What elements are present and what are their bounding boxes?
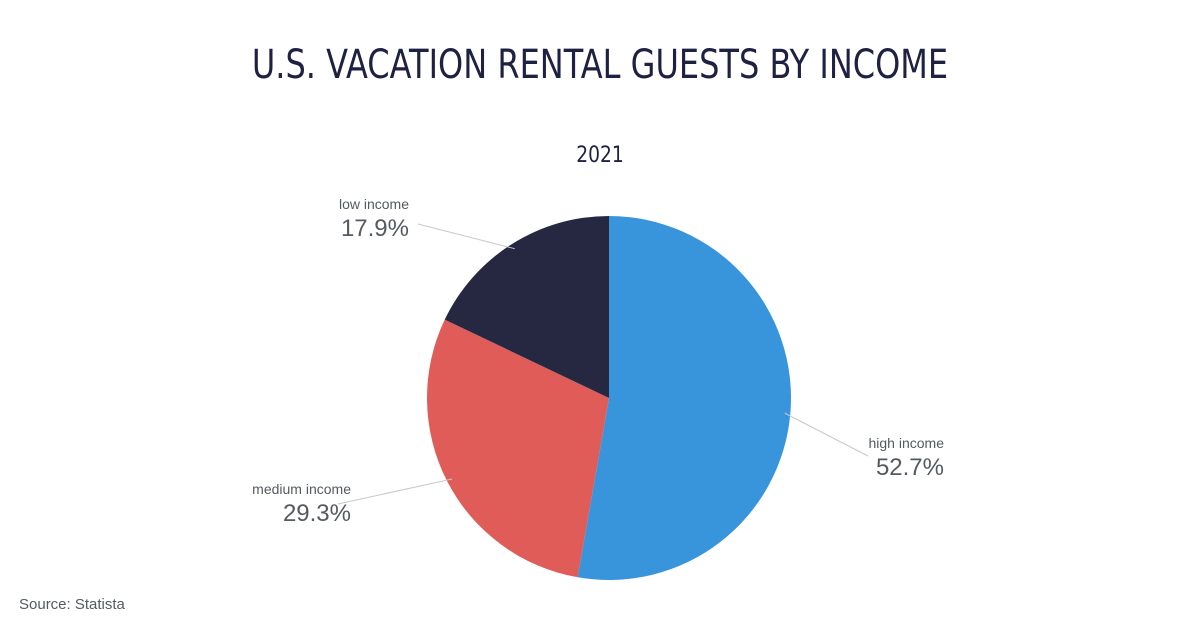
slice-label-medium-income: medium income bbox=[252, 481, 351, 497]
pie-slice-medium-income bbox=[427, 319, 609, 578]
pie-slice-high-income bbox=[577, 216, 791, 580]
slice-value-low-income: 17.9% bbox=[341, 215, 409, 242]
chart-subtitle: 2021 bbox=[576, 143, 624, 168]
leader-line-medium-income bbox=[337, 478, 453, 505]
leader-line-low-income bbox=[417, 223, 515, 250]
source-note: Source: Statista bbox=[19, 596, 125, 613]
slice-label-high-income: high income bbox=[869, 435, 945, 451]
pie-slice-low-income bbox=[444, 216, 609, 398]
leader-line-high-income bbox=[784, 412, 869, 457]
slice-value-high-income: 52.7% bbox=[876, 454, 944, 481]
slice-label-low-income: low income bbox=[339, 196, 409, 212]
slice-value-medium-income: 29.3% bbox=[283, 500, 351, 527]
chart-title: U.S. VACATION RENTAL GUESTS BY INCOME bbox=[251, 42, 949, 88]
